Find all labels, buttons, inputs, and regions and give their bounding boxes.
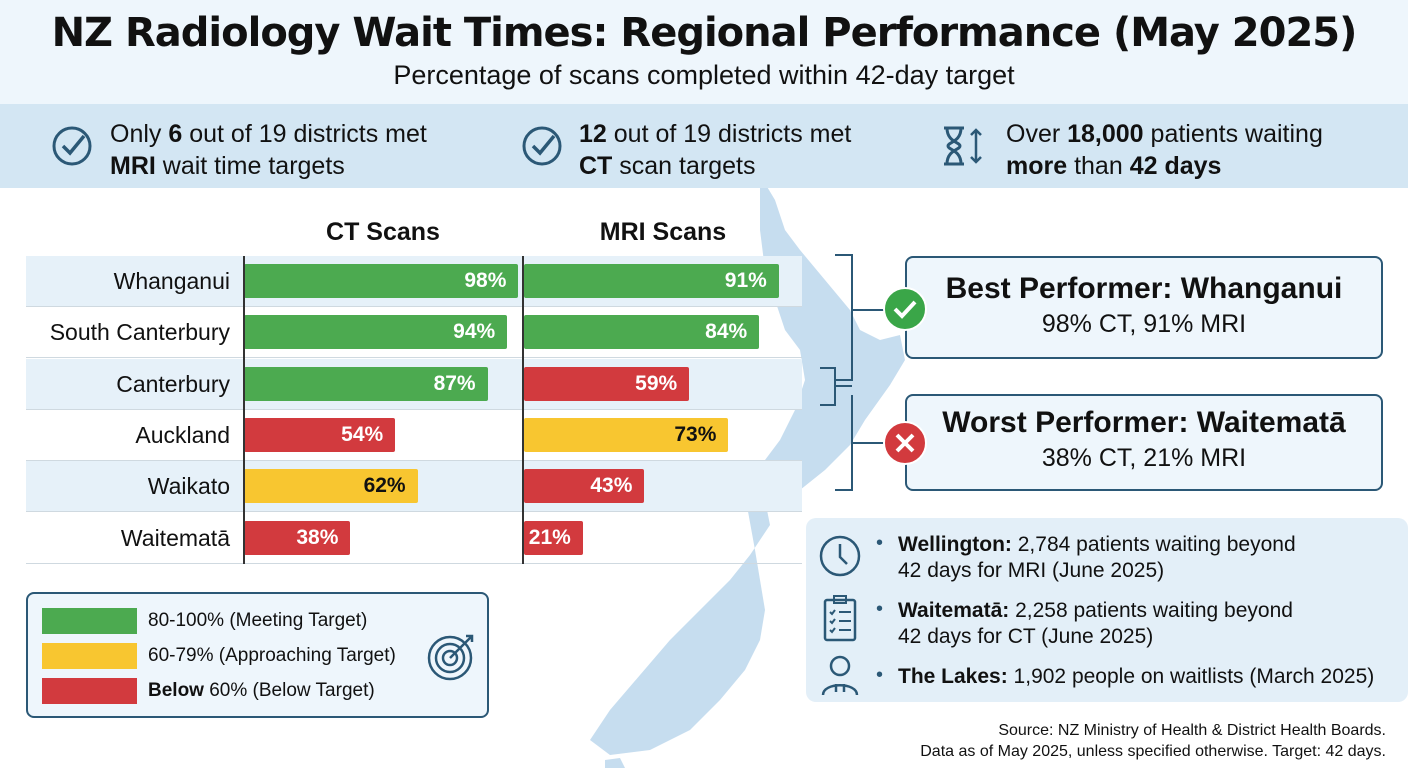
category-label: Waikato bbox=[147, 473, 230, 500]
hourglass-icon bbox=[944, 126, 982, 166]
data-date-note: Data as of May 2025, unless specified ot… bbox=[920, 743, 1386, 760]
check-circle-icon bbox=[52, 126, 92, 166]
stat-ct: 12 out of 19 districts met CT scan target… bbox=[579, 120, 852, 180]
category-label: Waitematā bbox=[120, 524, 230, 551]
ct-bar: 98% bbox=[244, 264, 519, 298]
table-row bbox=[26, 513, 802, 564]
column-header-ct: CT Scans bbox=[326, 218, 440, 246]
table-row bbox=[26, 410, 802, 461]
best-performer-title: Best Performer: Whanganui bbox=[945, 272, 1343, 305]
x-icon bbox=[883, 421, 927, 465]
legend: 80-100% (Meeting Target) 60-79% (Approac… bbox=[26, 592, 489, 718]
person-icon bbox=[821, 655, 859, 696]
legend-label: 60-79% (Approaching Target) bbox=[148, 645, 396, 666]
column-divider bbox=[243, 256, 245, 564]
stats-banner bbox=[0, 104, 1408, 188]
mri-bar: 84% bbox=[524, 315, 760, 350]
stat-waiting: Over 18,000 patients waiting more than 42… bbox=[1006, 120, 1323, 180]
mri-bar: 59% bbox=[524, 366, 690, 401]
category-label: Whanganui bbox=[113, 268, 230, 294]
mri-bar: 91% bbox=[524, 264, 779, 298]
note-waitemata: Waitematā: 2,258 patients waiting beyond… bbox=[898, 599, 1293, 648]
stat-mri: Only 6 out of 19 districts met MRI wait t… bbox=[110, 120, 427, 180]
check-circle-icon bbox=[522, 126, 562, 166]
table-row bbox=[26, 307, 802, 359]
mri-bar: 73% bbox=[524, 417, 729, 452]
best-performer-values: 98% CT, 91% MRI bbox=[1041, 310, 1247, 338]
clipboard-checklist-icon bbox=[823, 595, 857, 642]
legend-swatch-red bbox=[42, 678, 137, 704]
legend-label: 80-100% (Meeting Target) bbox=[148, 610, 368, 631]
category-label: Canterbury bbox=[116, 370, 230, 397]
notes-panel: • Wellington: 2,784 patients waiting bey… bbox=[806, 518, 1408, 702]
legend-label: Below 60% (Below Target) bbox=[148, 680, 375, 701]
legend-swatch-yellow bbox=[42, 643, 137, 669]
target-icon bbox=[427, 634, 474, 681]
clock-icon bbox=[819, 535, 861, 577]
note-wellington: Wellington: 2,784 patients waiting beyon… bbox=[898, 533, 1296, 582]
category-label: South Canterbury bbox=[49, 319, 230, 346]
column-header-mri: MRI Scans bbox=[599, 218, 727, 246]
note-the-lakes: The Lakes: 1,902 people on waitlists (Ma… bbox=[898, 665, 1375, 688]
column-divider bbox=[522, 256, 524, 564]
category-label: Auckland bbox=[135, 421, 230, 448]
check-icon bbox=[883, 287, 927, 331]
ct-bar: 94% bbox=[244, 315, 508, 350]
worst-performer-card: Worst Performer: Waitematā 38% CT, 21% M… bbox=[905, 394, 1383, 491]
page-title: NZ Radiology Wait Times: Regional Perfor… bbox=[51, 10, 1358, 56]
mri-bar: 21% bbox=[524, 520, 583, 555]
ct-bar: 62% bbox=[244, 469, 418, 504]
ct-bar: 87% bbox=[244, 366, 488, 401]
worst-performer-values: 38% CT, 21% MRI bbox=[1041, 444, 1247, 472]
source-note: Source: NZ Ministry of Health & District… bbox=[998, 722, 1386, 739]
bracket-connectors bbox=[820, 254, 890, 491]
legend-swatch-green bbox=[42, 608, 137, 634]
ct-bar: 54% bbox=[244, 417, 396, 452]
mri-bar: 43% bbox=[524, 469, 645, 504]
best-performer-card: Best Performer: Whanganui 98% CT, 91% MR… bbox=[905, 256, 1383, 359]
page-subtitle: Percentage of scans completed within 42-… bbox=[393, 60, 1015, 90]
worst-performer-title: Worst Performer: Waitematā bbox=[942, 406, 1346, 439]
nz-map bbox=[590, 175, 905, 768]
ct-bar: 38% bbox=[244, 520, 351, 555]
header bbox=[0, 0, 1408, 104]
